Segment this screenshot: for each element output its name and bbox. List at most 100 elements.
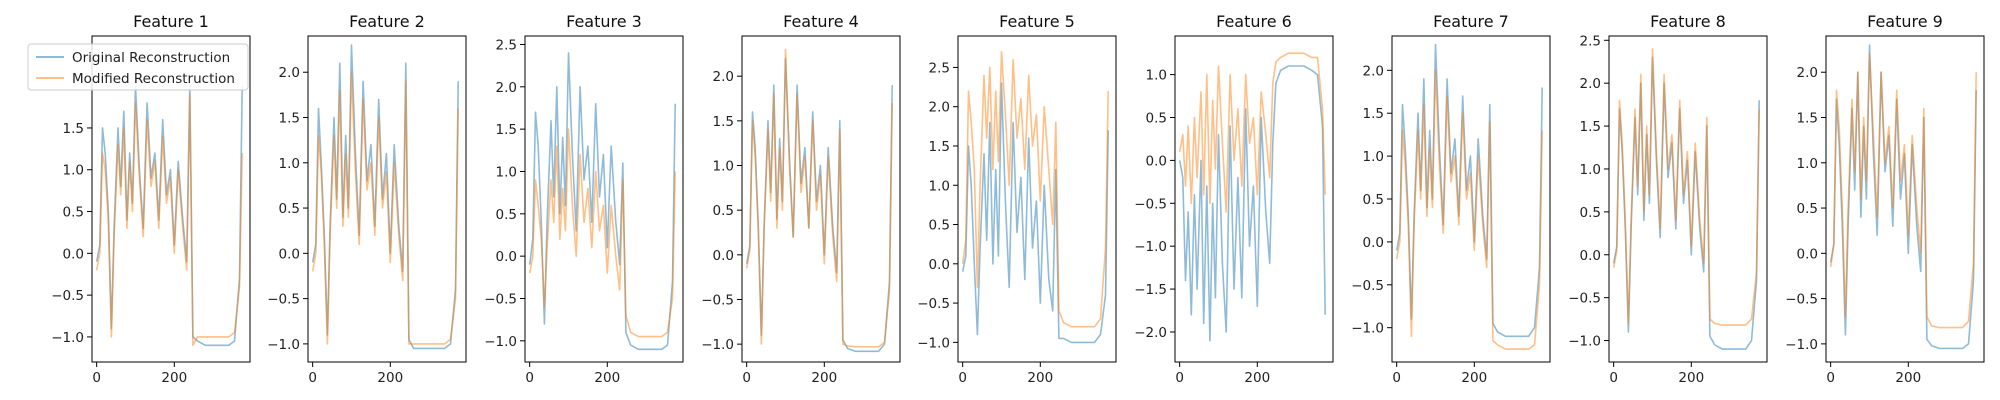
subplot-feature-5: Feature 5 0 200 −1.0 −0.5 0.0 0.5 1.0 1.5 2.0 2.5: [917, 12, 1117, 386]
x-tick-label: 0: [92, 370, 101, 386]
y-tick-label: 2.0: [1797, 65, 1818, 81]
y-tick-label: 1.5: [1363, 106, 1384, 122]
y-tick-label: 1.5: [929, 139, 950, 155]
axes-frame: [307, 35, 467, 363]
subplot-title: Feature 2: [349, 12, 425, 31]
y-tick-label: 2.0: [1363, 63, 1384, 79]
y-tick-label: −1.0: [917, 335, 950, 351]
y-tick-label: 1.0: [1363, 149, 1384, 165]
y-tick-label: 0.0: [713, 248, 734, 264]
y-tick-label: 0.0: [929, 257, 950, 273]
y-tick-label: 0.5: [1363, 192, 1384, 208]
y-tick-label: 0.5: [1797, 201, 1818, 217]
y-tick-label: 0.0: [1580, 248, 1601, 264]
y-tick-label: −1.0: [1785, 337, 1818, 353]
subplot-grid: Feature 10 200−1.0−0.50.00.51.01.5Feature…: [51, 12, 1985, 386]
y-tick-label: 0.5: [713, 203, 734, 219]
subplot-title: Feature 6: [1216, 12, 1292, 31]
axes-frame: [524, 35, 684, 363]
y-tick-label: −0.5: [267, 292, 300, 308]
y-tick-label: −0.5: [484, 291, 517, 307]
modified-reconstruction-line: [745, 48, 893, 348]
legend-label: Original Reconstruction: [72, 50, 230, 66]
y-tick-label: 1.5: [713, 114, 734, 130]
x-tick-label: 200: [161, 370, 187, 386]
y-tick-label: −0.5: [917, 296, 950, 312]
y-tick-label: −1.0: [701, 337, 734, 353]
y-tick-label: 2.5: [929, 60, 950, 76]
y-tick-label: 2.5: [1580, 33, 1601, 49]
y-tick-label: −1.0: [1134, 239, 1167, 255]
subplot-title: Feature 1: [133, 12, 209, 31]
x-tick-label: 0: [1609, 370, 1618, 386]
modified-reconstruction-line: [1395, 69, 1543, 350]
y-tick-label: 1.5: [1580, 119, 1601, 135]
axes-frame: [1825, 35, 1985, 363]
modified-reconstruction-line: [528, 128, 676, 338]
original-reconstruction-line: [95, 85, 243, 347]
y-tick-label: −0.5: [1568, 291, 1601, 307]
x-tick-label: 200: [1461, 370, 1487, 386]
x-tick-label: 200: [377, 370, 403, 386]
y-tick-label: 2.0: [1580, 76, 1601, 92]
subplot-title: Feature 4: [783, 12, 859, 31]
y-tick-label: 0.5: [929, 218, 950, 234]
subplot-title: Feature 5: [999, 12, 1075, 31]
subplot-title: Feature 3: [566, 12, 642, 31]
legend-box: [27, 43, 249, 91]
subplot-feature-7: Feature 7 0 200 −1.0 −0.5 0.0 0.5 1.0 1.5 2.0: [1351, 12, 1551, 386]
modified-reconstruction-line: [1829, 53, 1977, 329]
x-tick-label: 0: [525, 370, 534, 386]
subplot-title: Feature 8: [1650, 12, 1726, 31]
x-tick-label: 0: [1392, 370, 1401, 386]
original-reconstruction-line: [1395, 43, 1543, 338]
x-tick-label: 200: [594, 370, 620, 386]
y-tick-label: 1.0: [929, 178, 950, 194]
subplot-feature-8: Feature 8 0 200 −1.0 −0.5 0.0 0.5 1.0 1.5 2.0 2.5: [1568, 12, 1768, 386]
y-tick-label: −0.5: [1351, 278, 1384, 294]
axes-frame: [1608, 35, 1768, 363]
subplot-title: Feature 7: [1433, 12, 1509, 31]
x-tick-label: 0: [1175, 370, 1184, 386]
axes-frame: [1174, 35, 1334, 363]
x-tick-label: 0: [308, 370, 317, 386]
y-tick-label: −0.5: [1785, 292, 1818, 308]
x-tick-label: 200: [1895, 370, 1921, 386]
original-reconstruction-line: [1612, 56, 1760, 350]
y-tick-label: 1.0: [496, 164, 517, 180]
original-reconstruction-line: [961, 82, 1109, 344]
y-tick-label: 0.5: [1580, 205, 1601, 221]
y-tick-label: 1.0: [63, 163, 84, 179]
y-tick-label: −1.0: [1568, 334, 1601, 350]
modified-reconstruction-line: [311, 71, 459, 345]
subplot-feature-6: Feature 6 0 200 −2.0 −1.5 −1.0 −0.5 0.0 0.5 1.0: [1134, 12, 1334, 386]
y-tick-label: −0.5: [701, 292, 734, 308]
subplot-feature-1: Feature 1 0 200 −1.0 −0.5 0.0 0.5 1.0 1.5: [51, 12, 251, 386]
y-tick-label: −1.0: [267, 337, 300, 353]
original-reconstruction-line: [745, 57, 893, 353]
x-tick-label: 200: [1678, 370, 1704, 386]
y-tick-label: 2.0: [713, 69, 734, 85]
y-tick-label: 1.0: [1580, 162, 1601, 178]
y-tick-label: −1.0: [51, 330, 84, 346]
original-reconstruction-line: [1178, 65, 1326, 342]
x-tick-label: 0: [1826, 370, 1835, 386]
y-tick-label: 2.5: [496, 37, 517, 53]
x-tick-label: 200: [1244, 370, 1270, 386]
y-tick-label: −1.5: [1134, 282, 1167, 298]
original-reconstruction-line: [1829, 44, 1977, 350]
y-tick-label: 1.0: [713, 159, 734, 175]
y-tick-label: 0.5: [63, 205, 84, 221]
y-tick-label: 0.0: [1363, 235, 1384, 251]
subplot-feature-9: Feature 9 0 200 −1.0 −0.5 0.0 0.5 1.0 1.5 2.0: [1785, 12, 1985, 386]
y-tick-label: 0.0: [1146, 153, 1167, 169]
y-tick-label: −1.0: [484, 334, 517, 350]
y-tick-label: 0.0: [279, 246, 300, 262]
y-tick-label: 0.0: [63, 246, 84, 262]
x-tick-label: 200: [1027, 370, 1053, 386]
y-tick-label: 2.0: [929, 100, 950, 116]
original-reconstruction-line: [311, 44, 459, 350]
x-tick-label: 200: [811, 370, 837, 386]
y-tick-label: −2.0: [1134, 325, 1167, 341]
